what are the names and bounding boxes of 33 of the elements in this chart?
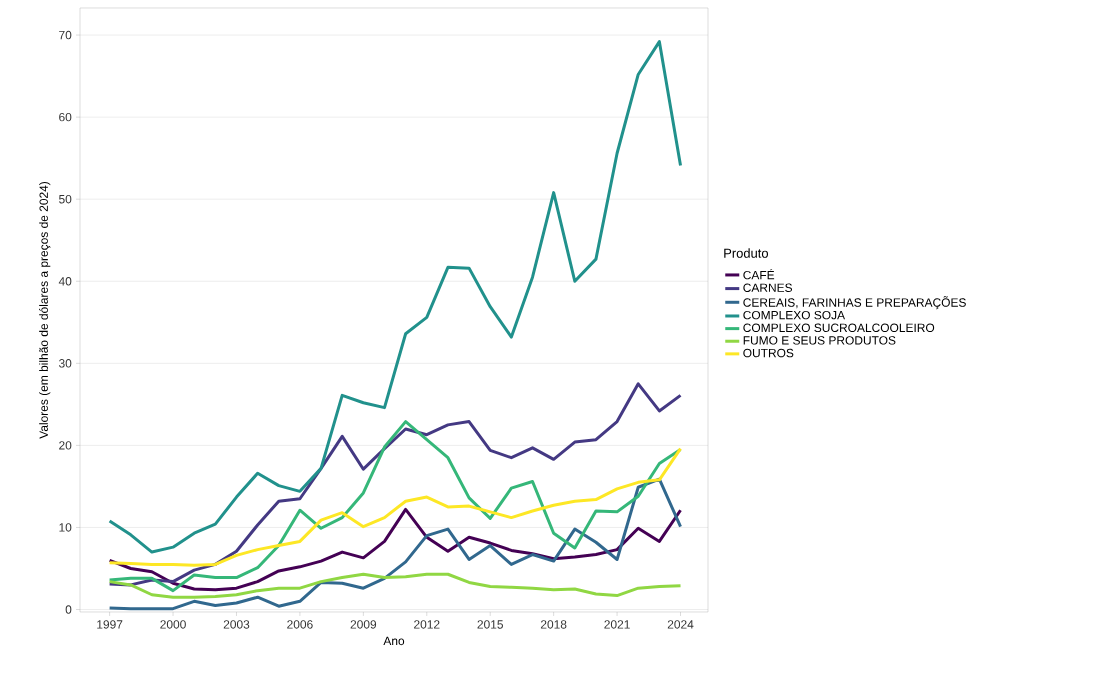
y-tick-label: 60 — [59, 112, 72, 122]
line-series — [108, 507, 683, 592]
y-tick-label: 70 — [59, 30, 72, 40]
y-tick-label: 0 — [65, 605, 72, 614]
x-tick-label: 2021 — [604, 620, 630, 629]
legend-label: CEREAIS, FARINHAS E PREPARAÇÕES — [743, 296, 966, 310]
y-tick-label: 20 — [59, 441, 72, 450]
x-tick-label: 2015 — [477, 620, 503, 629]
line-series — [108, 447, 683, 567]
x-tick-label: 2012 — [414, 620, 440, 629]
line-series — [108, 572, 683, 599]
x-tick-label: 2009 — [350, 620, 377, 629]
legend-label: COMPLEXO SUCROALCOOLEIRO — [743, 323, 935, 332]
x-tick-label: 2024 — [667, 620, 694, 629]
legend-title: Produto — [724, 248, 769, 258]
y-tick-label: 10 — [59, 523, 72, 532]
x-tick-label: 2006 — [287, 620, 313, 629]
legend-label: OUTROS — [743, 348, 794, 358]
x-axis-title: Ano — [383, 636, 405, 646]
y-tick-label: 50 — [59, 194, 72, 204]
line-series — [108, 382, 683, 587]
legend-label: CAFÉ — [743, 268, 775, 280]
legend-label: FUMO E SEUS PRODUTOS — [743, 336, 896, 345]
y-tick-label: 30 — [58, 359, 72, 368]
x-tick-label: 1997 — [97, 620, 123, 629]
legend-label: COMPLEXO SOJA — [743, 310, 846, 320]
x-tick-label: 2003 — [223, 620, 250, 629]
legend-label: CARNES — [743, 283, 793, 292]
line-series — [108, 40, 683, 554]
y-tick-label: 40 — [58, 277, 72, 286]
x-tick-label: 2000 — [160, 620, 186, 629]
y-axis-title: Valores (em bilhão de dólares a preços de 2024) — [39, 181, 51, 439]
x-tick-label: 2018 — [540, 620, 567, 629]
